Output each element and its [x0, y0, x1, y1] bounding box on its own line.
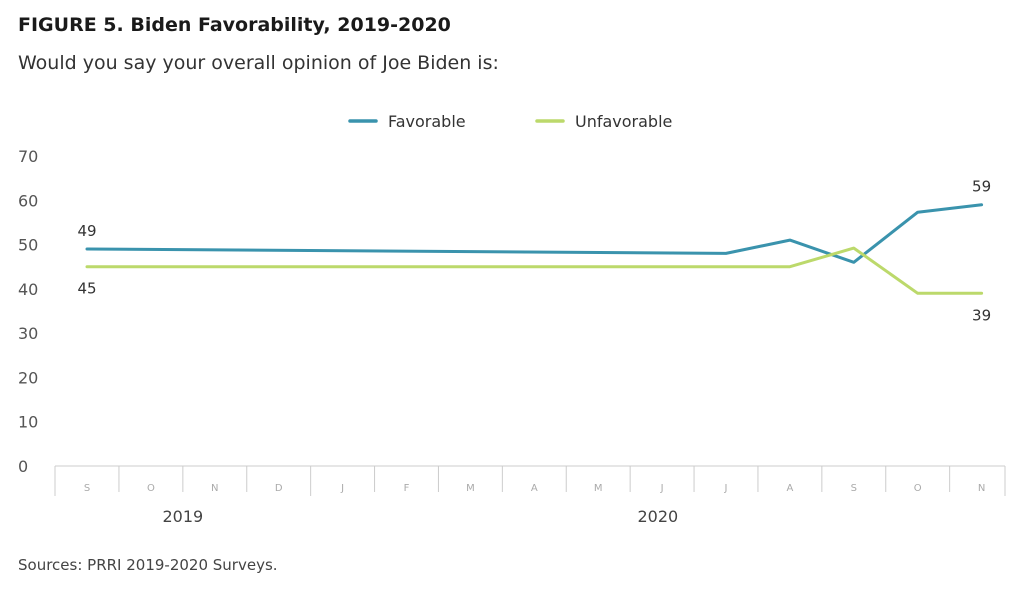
- data-label: 39: [972, 306, 991, 324]
- x-month-label: J: [340, 483, 344, 494]
- x-month-label: M: [594, 483, 603, 494]
- y-tick-label: 50: [18, 236, 38, 255]
- x-axis: S O N D J F M A M J J A S O N 2019 2020: [54, 465, 1006, 526]
- x-month-label: D: [275, 483, 283, 494]
- x-month-label: A: [786, 483, 793, 494]
- x-month-label: S: [84, 483, 90, 494]
- legend-label-favorable: Favorable: [388, 112, 466, 131]
- y-tick-label: 60: [18, 191, 38, 210]
- chart-title: FIGURE 5. Biden Favorability, 2019-2020: [18, 14, 451, 36]
- x-month-label: J: [724, 483, 728, 494]
- x-month-label: O: [914, 483, 922, 494]
- data-labels: 49 45 59 39: [77, 178, 991, 325]
- chart-subtitle: Would you say your overall opinion of Jo…: [18, 52, 499, 74]
- data-label: 45: [77, 280, 96, 298]
- y-tick-label: 30: [18, 324, 38, 343]
- series-line-unfavorable: [85, 246, 984, 295]
- x-month-label: A: [531, 483, 538, 494]
- x-month-label: J: [660, 483, 664, 494]
- source-note: Sources: PRRI 2019-2020 Surveys.: [18, 556, 278, 574]
- series-layer: [85, 203, 984, 295]
- x-month-label: O: [147, 483, 155, 494]
- y-tick-label: 40: [18, 280, 38, 299]
- x-month-label: S: [851, 483, 857, 494]
- legend: Favorable Unfavorable: [348, 112, 672, 131]
- series-line-favorable: [85, 203, 984, 264]
- x-month-label: M: [466, 483, 475, 494]
- x-year-label: 2019: [162, 507, 203, 526]
- y-tick-label: 0: [18, 457, 28, 476]
- y-tick-label: 10: [18, 413, 38, 432]
- y-axis: 0 10 20 30 40 50 60 70: [18, 147, 38, 476]
- x-month-label: F: [404, 483, 410, 494]
- x-year-label: 2020: [637, 507, 678, 526]
- x-month-label: N: [978, 483, 985, 494]
- y-tick-label: 20: [18, 368, 38, 387]
- legend-label-unfavorable: Unfavorable: [575, 112, 672, 131]
- y-tick-label: 70: [18, 147, 38, 166]
- data-label: 49: [77, 222, 96, 240]
- x-month-label: N: [211, 483, 218, 494]
- data-label: 59: [972, 178, 991, 196]
